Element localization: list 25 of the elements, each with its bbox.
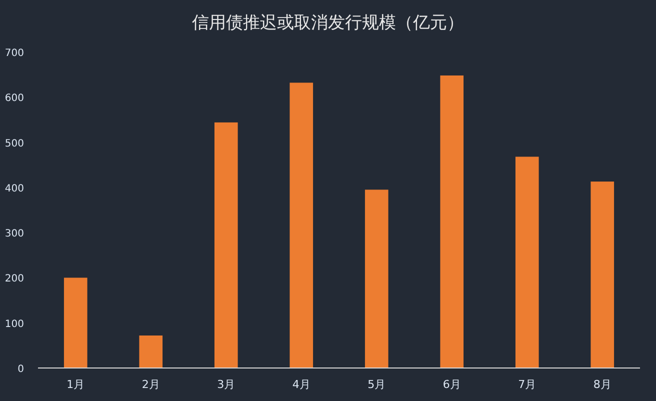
- y-tick-label: 0: [18, 364, 24, 375]
- bar: [515, 156, 539, 368]
- bar: [440, 75, 464, 368]
- y-tick-label: 200: [4, 274, 24, 285]
- y-tick-label: 100: [4, 318, 24, 330]
- y-tick-label: 500: [4, 138, 24, 150]
- x-tick-label: 1月: [66, 378, 85, 391]
- x-tick-label: 7月: [518, 378, 536, 391]
- x-tick-label: 6月: [442, 378, 461, 391]
- bar: [290, 82, 314, 368]
- x-tick-label: 4月: [292, 378, 310, 391]
- y-tick-label: 700: [4, 48, 24, 59]
- x-tick-label: 8月: [593, 378, 612, 391]
- x-tick-label: 3月: [217, 378, 236, 391]
- chart-title: 信用债推迟或取消发行规模（亿元）: [192, 13, 464, 33]
- bar: [139, 335, 163, 368]
- x-tick-label: 5月: [368, 378, 386, 391]
- y-tick-label: 400: [4, 183, 24, 194]
- y-tick-label: 300: [4, 228, 24, 240]
- x-tick-label: 2月: [142, 378, 160, 391]
- bar: [214, 122, 238, 368]
- bar: [590, 182, 614, 368]
- y-tick-label: 600: [4, 93, 24, 104]
- bar: [364, 190, 388, 368]
- bar: [64, 278, 88, 368]
